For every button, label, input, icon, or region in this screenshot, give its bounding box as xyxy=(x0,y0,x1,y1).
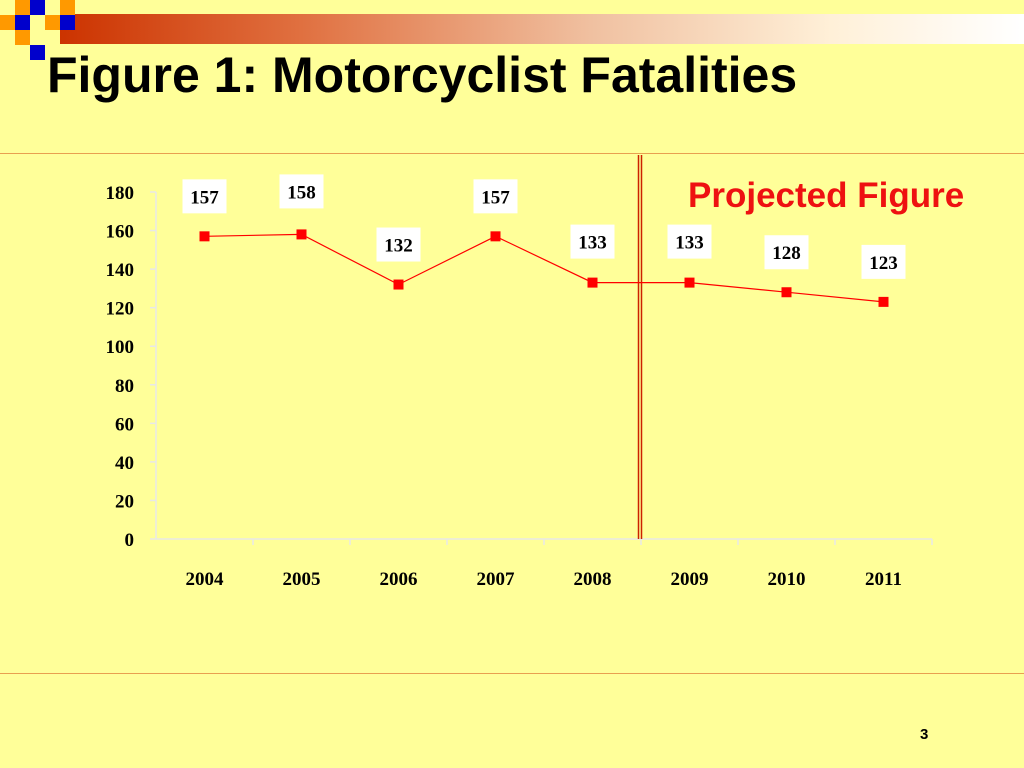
series-line xyxy=(204,233,884,303)
data-point-marker xyxy=(199,231,210,242)
x-axis-tick-labels: 2004 2005 2006 2007 2008 2009 2010 2011 xyxy=(186,569,902,590)
y-tick-label: 20 xyxy=(115,491,134,512)
y-tick-label: 0 xyxy=(125,530,135,551)
data-point-marker xyxy=(296,229,307,240)
y-tick-label: 80 xyxy=(115,376,134,397)
data-label-box xyxy=(279,174,324,209)
data-label: 128 xyxy=(772,243,801,264)
x-tick-label: 2011 xyxy=(865,569,902,590)
y-tick-label: 180 xyxy=(106,183,135,204)
top-divider-line xyxy=(0,153,1024,154)
y-tick-label: 140 xyxy=(106,260,135,281)
x-tick-label: 2007 xyxy=(477,569,516,590)
y-tick-label: 40 xyxy=(115,453,134,474)
data-label-box xyxy=(667,224,712,259)
x-tick-label: 2010 xyxy=(768,569,806,590)
y-tick-label: 120 xyxy=(106,299,135,320)
series-markers xyxy=(199,229,889,307)
accent-square-blue xyxy=(30,45,45,60)
data-label: 157 xyxy=(190,187,219,208)
y-tick-label: 100 xyxy=(106,337,135,358)
data-label-box xyxy=(570,224,615,259)
data-label-box xyxy=(182,179,227,214)
data-point-marker xyxy=(684,277,695,288)
bottom-divider-line xyxy=(0,673,1024,674)
header-gradient-bar xyxy=(60,14,1024,44)
accent-square-blue xyxy=(15,15,30,30)
data-label-box xyxy=(764,235,809,270)
data-label-box xyxy=(376,227,421,262)
data-label: 132 xyxy=(384,236,413,257)
data-label: 133 xyxy=(675,233,704,254)
accent-square-orange xyxy=(15,30,30,45)
page-number: 3 xyxy=(920,726,929,743)
projected-figure-label: Projected Figure xyxy=(688,176,964,215)
y-tick-label: 60 xyxy=(115,414,134,435)
data-label: 123 xyxy=(869,253,898,274)
data-point-marker xyxy=(490,231,501,242)
x-tick-label: 2005 xyxy=(283,569,321,590)
accent-square-orange xyxy=(15,0,30,15)
accent-square-orange xyxy=(60,0,75,15)
data-label: 133 xyxy=(578,233,607,254)
x-tick-label: 2006 xyxy=(380,569,418,590)
data-point-marker xyxy=(781,287,792,298)
data-labels: 157 158 132 157 133 133 128 123 xyxy=(182,174,906,279)
data-point-marker xyxy=(587,277,598,288)
data-label: 158 xyxy=(287,182,316,203)
accent-square-orange xyxy=(45,15,60,30)
data-point-marker xyxy=(393,279,404,290)
data-label: 157 xyxy=(481,187,510,208)
x-tick-label: 2008 xyxy=(574,569,612,590)
slide-title: Figure 1: Motorcyclist Fatalities xyxy=(47,47,798,103)
data-label-box xyxy=(861,244,906,279)
accent-square-blue xyxy=(60,15,75,30)
x-tick-label: 2004 xyxy=(186,569,225,590)
y-axis-tick-labels: 0 20 40 60 80 100 120 140 160 180 xyxy=(106,183,135,551)
data-point-marker xyxy=(878,296,889,307)
x-tick-label: 2009 xyxy=(671,569,709,590)
chart-axes xyxy=(150,191,933,545)
accent-square-blue xyxy=(30,0,45,15)
accent-square-orange xyxy=(0,15,15,30)
y-tick-label: 160 xyxy=(106,222,135,243)
data-label-box xyxy=(473,179,518,214)
